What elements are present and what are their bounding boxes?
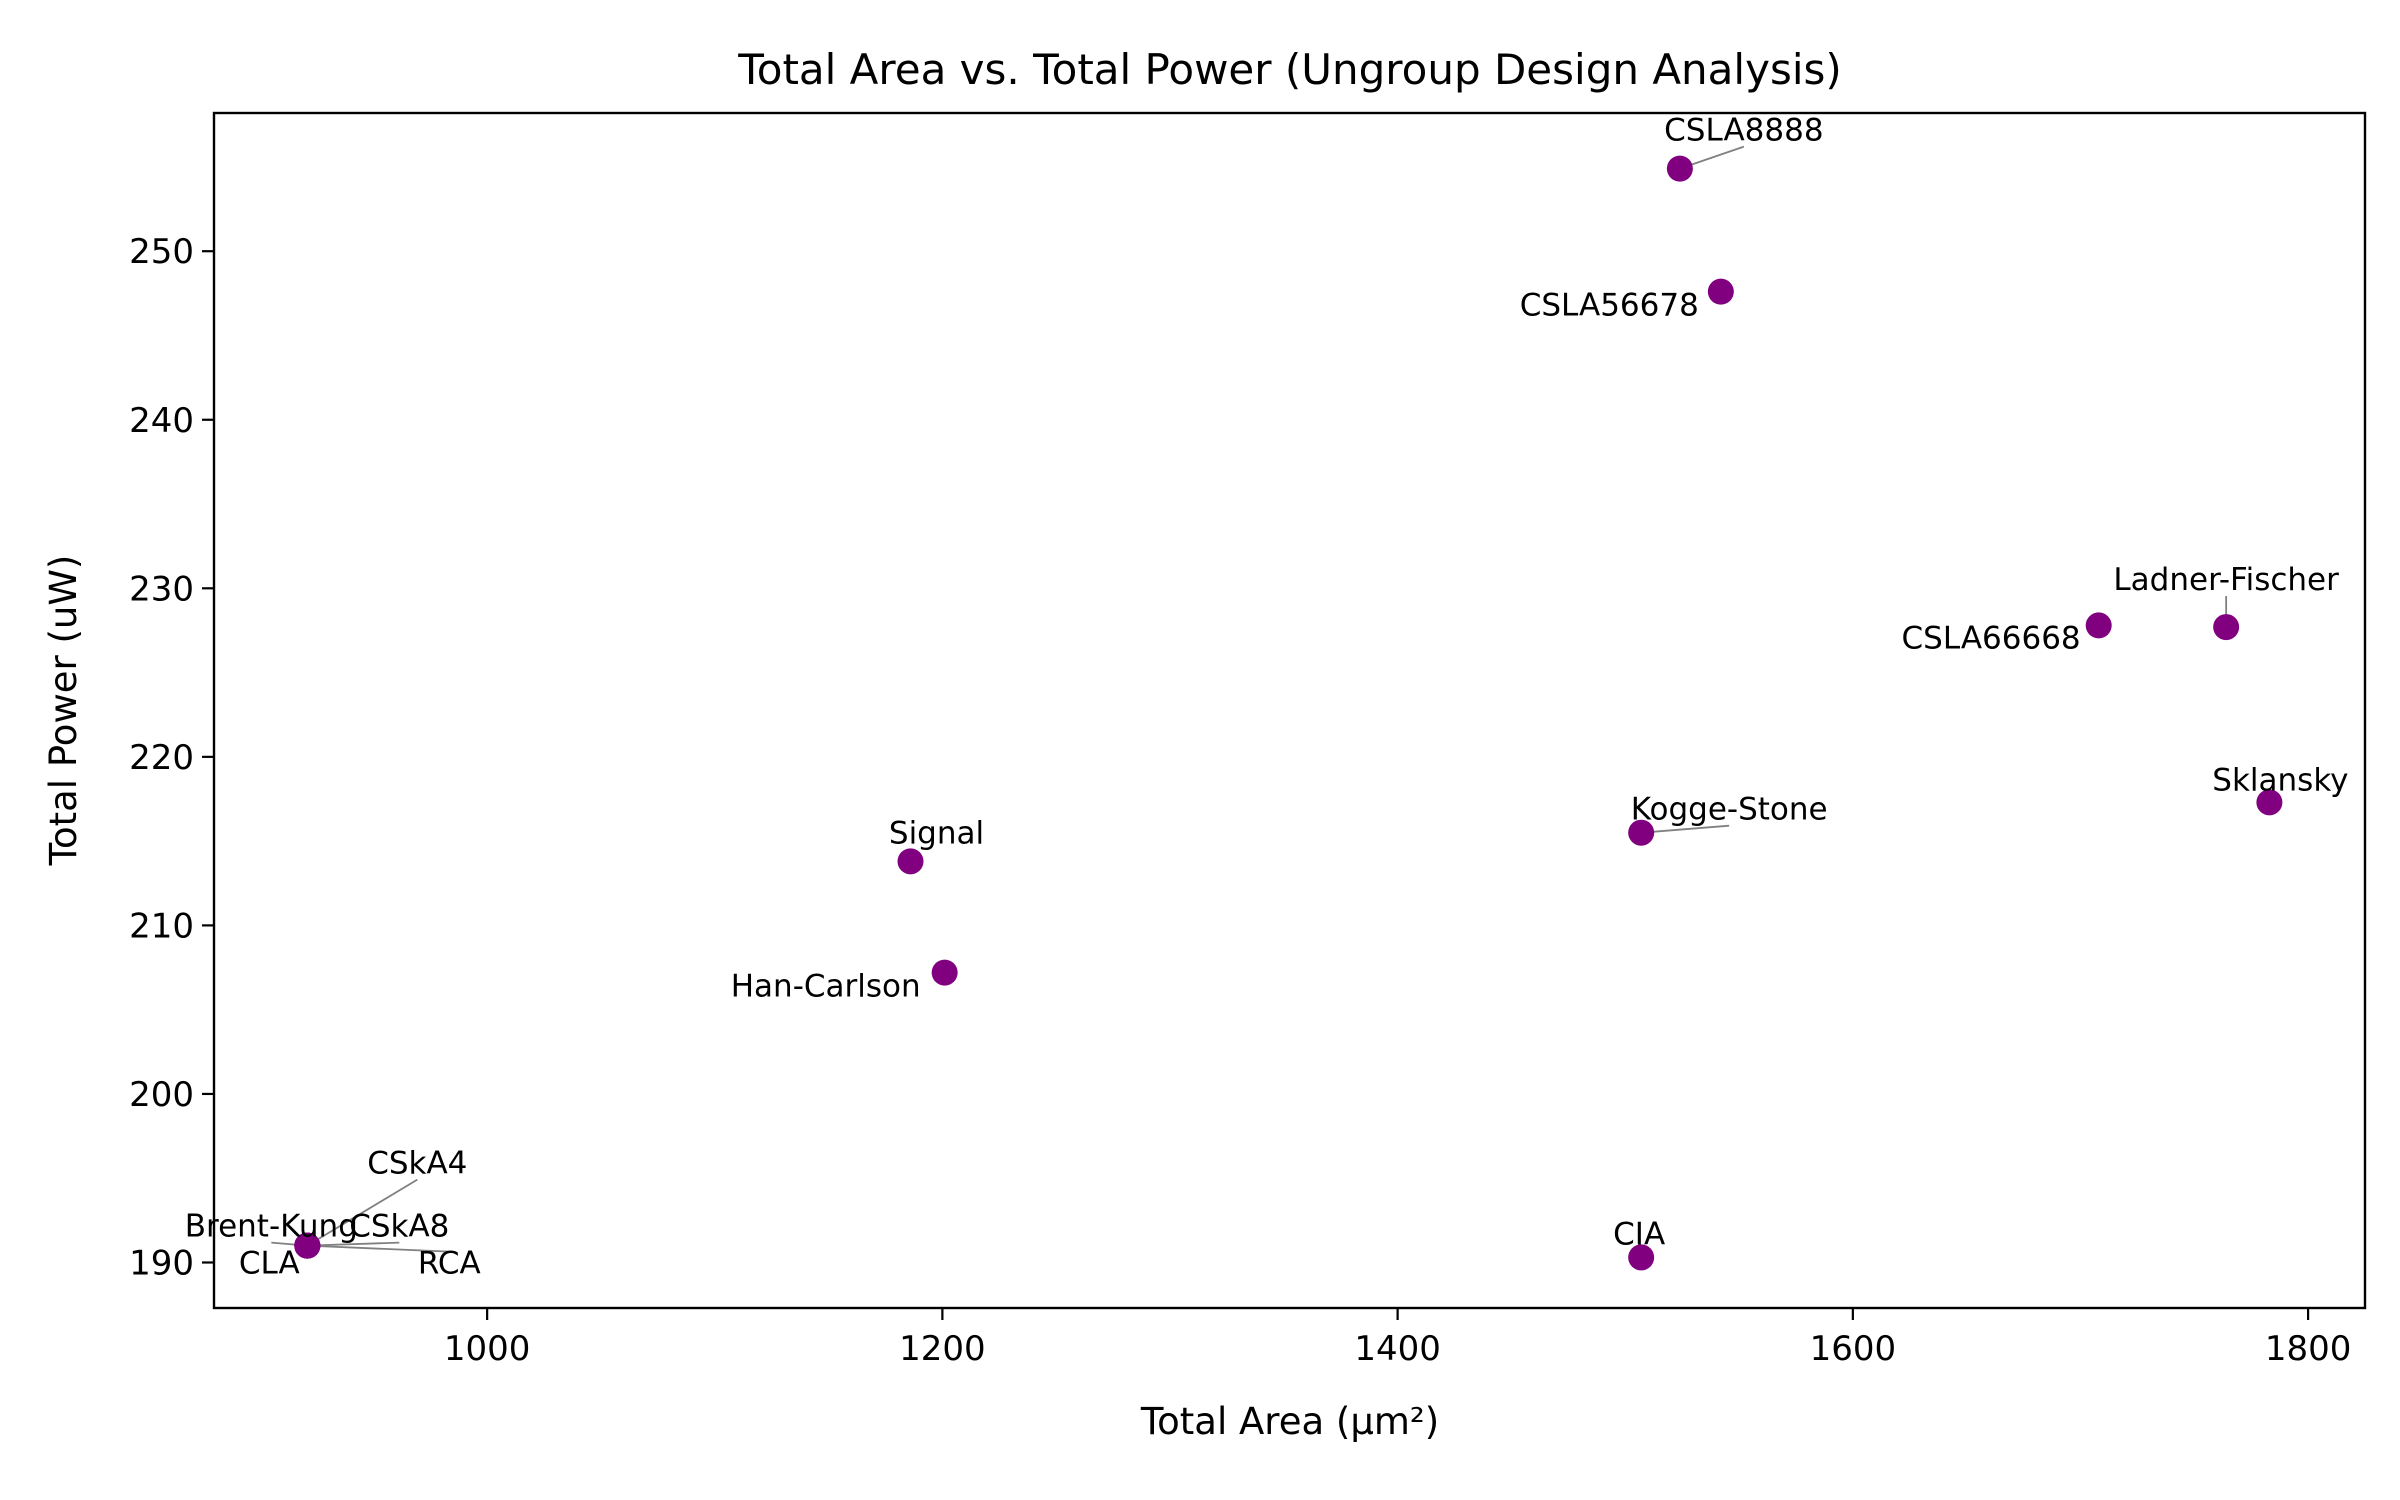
leader-line-rca [307, 1244, 450, 1253]
x-tick-label: 1600 [1810, 1329, 1897, 1369]
leader-line-cska4 [306, 1178, 418, 1247]
x-tick-label: 1200 [899, 1329, 986, 1369]
label-cska4: CSkA4 [367, 1146, 467, 1182]
x-tick-label: 1800 [2265, 1329, 2352, 1369]
point-kogge-stone [1628, 819, 1655, 846]
label-csla8888: CSLA8888 [1664, 113, 1823, 149]
point-csla8888 [1666, 155, 1693, 182]
chart-title: Total Area vs. Total Power (Ungroup Desi… [737, 45, 1842, 94]
x-axis-label: Total Area (μm²) [1140, 1400, 1439, 1443]
y-axis-label: Total Power (uW) [42, 555, 85, 867]
label-cia: CIA [1613, 1216, 1665, 1252]
point-sklansky [2256, 789, 2283, 816]
label-ladner-fischer: Ladner-Fischer [2113, 562, 2339, 598]
data-points [294, 155, 2283, 1271]
axis-ticks: 1000 1200 1400 1600 1800 190 200 210 220 230 240 25… [129, 232, 2351, 1369]
label-rca: RCA [418, 1246, 481, 1282]
label-csla56678: CSLA56678 [1520, 288, 1699, 324]
point-signal [897, 848, 924, 875]
label-brent-kung: Brent-Kung [185, 1209, 358, 1245]
point-rca [294, 1232, 321, 1259]
y-tick-label: 190 [129, 1243, 194, 1283]
x-tick-label: 1400 [1354, 1329, 1441, 1369]
y-tick-label: 230 [129, 569, 194, 609]
y-tick-label: 220 [129, 738, 194, 778]
label-csla66668: CSLA66668 [1902, 620, 2081, 656]
point-cia [1628, 1244, 1655, 1271]
label-cska8: CSkA8 [349, 1209, 449, 1245]
y-tick-label: 200 [129, 1075, 194, 1115]
y-tick-label: 250 [129, 232, 194, 272]
point-han-carlson [931, 959, 958, 986]
label-signal: Signal [889, 815, 984, 851]
label-kogge-stone: Kogge-Stone [1631, 792, 1828, 828]
leader-line-kogge-stone [1641, 824, 1730, 834]
label-cla: CLA [239, 1246, 300, 1282]
point-csla66668 [2085, 612, 2112, 639]
point-csla56678 [1707, 278, 1734, 305]
leader-line-cska8 [307, 1241, 400, 1247]
point-ladner-fischer [2213, 614, 2240, 641]
label-sklansky: Sklansky [2212, 762, 2348, 798]
x-tick-label: 1000 [444, 1329, 531, 1369]
plot-frame [212, 111, 2367, 1310]
label-han-carlson: Han-Carlson [731, 969, 921, 1005]
y-tick-label: 240 [129, 401, 194, 441]
y-tick-label: 210 [129, 906, 194, 946]
